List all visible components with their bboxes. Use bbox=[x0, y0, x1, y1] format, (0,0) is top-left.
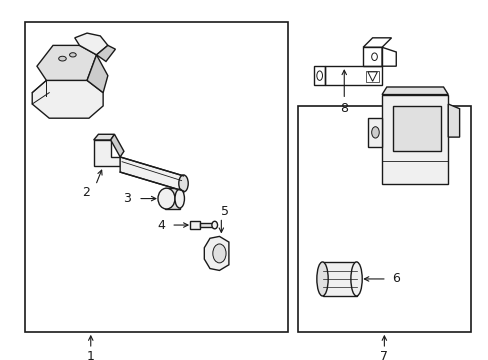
Polygon shape bbox=[32, 80, 103, 118]
Polygon shape bbox=[96, 45, 115, 62]
Ellipse shape bbox=[316, 71, 322, 80]
Polygon shape bbox=[447, 104, 459, 137]
Ellipse shape bbox=[350, 262, 362, 296]
Text: 4: 4 bbox=[158, 219, 165, 231]
Text: 5: 5 bbox=[221, 205, 229, 218]
Polygon shape bbox=[204, 237, 228, 270]
Text: 2: 2 bbox=[82, 186, 90, 199]
Polygon shape bbox=[199, 223, 214, 227]
Text: 7: 7 bbox=[380, 350, 387, 360]
Ellipse shape bbox=[212, 244, 225, 263]
Polygon shape bbox=[164, 188, 180, 209]
Ellipse shape bbox=[371, 127, 379, 138]
Text: 3: 3 bbox=[122, 192, 130, 205]
Polygon shape bbox=[110, 134, 123, 157]
Ellipse shape bbox=[59, 56, 66, 61]
Polygon shape bbox=[322, 262, 356, 296]
Polygon shape bbox=[87, 55, 108, 93]
Text: 6: 6 bbox=[391, 273, 399, 285]
Ellipse shape bbox=[211, 221, 217, 229]
Polygon shape bbox=[381, 87, 447, 95]
Polygon shape bbox=[120, 157, 183, 191]
Text: 1: 1 bbox=[87, 350, 95, 360]
Polygon shape bbox=[381, 95, 447, 184]
Polygon shape bbox=[190, 221, 199, 229]
Ellipse shape bbox=[371, 53, 377, 60]
Ellipse shape bbox=[158, 188, 175, 209]
Polygon shape bbox=[367, 118, 381, 147]
Polygon shape bbox=[37, 45, 96, 80]
Ellipse shape bbox=[69, 53, 76, 57]
Polygon shape bbox=[393, 106, 440, 151]
Ellipse shape bbox=[179, 175, 188, 192]
Polygon shape bbox=[75, 33, 108, 55]
Text: 8: 8 bbox=[340, 102, 347, 115]
Polygon shape bbox=[94, 140, 120, 166]
Ellipse shape bbox=[175, 189, 184, 208]
Polygon shape bbox=[94, 134, 114, 140]
Ellipse shape bbox=[316, 262, 327, 296]
Polygon shape bbox=[365, 71, 379, 82]
